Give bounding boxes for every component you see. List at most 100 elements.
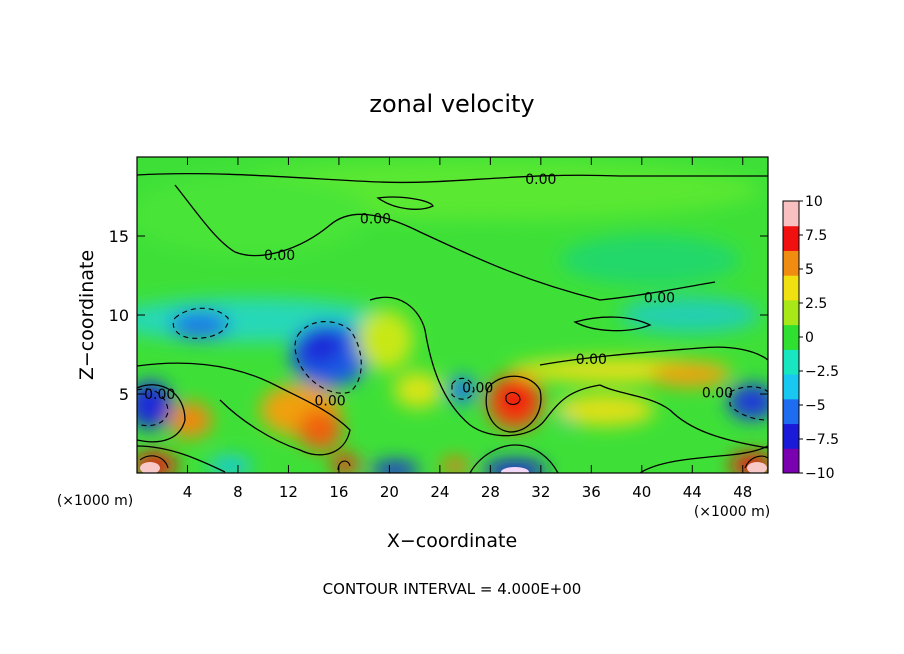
- contour-label: 0.00: [144, 387, 175, 403]
- x-tick-label: 8: [233, 483, 243, 501]
- x-tick-label: 48: [733, 483, 752, 501]
- x-unit-right: (×1000 m): [694, 504, 770, 520]
- field-layer: [137, 160, 768, 473]
- field-blob: [555, 394, 655, 426]
- field-blob: [137, 381, 172, 429]
- contour-line-negative: [294, 321, 362, 394]
- x-tick-label: 44: [683, 483, 702, 501]
- field-blob: [560, 235, 740, 285]
- contour-lines-inner: [139, 391, 768, 471]
- contour-line-negative: [172, 307, 229, 339]
- field-blob: [394, 372, 442, 408]
- x-axis: 4 8 12 16 20 24 28 32 36 40 44 48: [183, 157, 752, 501]
- contour-line-positive: [337, 460, 351, 471]
- colorbar-tick-label: −2.5: [805, 364, 839, 380]
- colorbar-tick-label: 0: [805, 330, 814, 346]
- field-blob: [747, 462, 767, 473]
- y-tick-label: 15: [109, 227, 129, 246]
- field-blob: [140, 462, 160, 473]
- colorbar-swatch: [783, 448, 799, 474]
- x-tick-label: 24: [430, 483, 449, 501]
- colorbar-swatch: [783, 299, 799, 326]
- contour-line: [639, 445, 768, 473]
- colorbar-swatch: [783, 374, 799, 400]
- contour-lines-dashed: [137, 307, 768, 427]
- field-blob: [650, 363, 730, 387]
- contour-line: [369, 296, 601, 437]
- field-blob: [168, 402, 212, 438]
- field-blob: [331, 454, 359, 473]
- colorbar-tick-label: 10: [805, 194, 823, 210]
- y-tick-label: 10: [109, 306, 129, 325]
- plot-area: [137, 157, 768, 473]
- field-blob: [620, 297, 760, 333]
- contour-label: 0.00: [315, 393, 346, 409]
- field-blob: [501, 467, 529, 473]
- colorbar-tick-label: 5: [805, 262, 814, 278]
- contour-labels: 0.00 0.00 0.00 0.00 0.00 0.00 0.00 0.00 0.00: [144, 172, 733, 409]
- contour-line-positive: [744, 455, 768, 469]
- field-blob: [499, 384, 531, 416]
- y-axis: 5 10 15: [109, 227, 768, 404]
- y-tick-label: 5: [119, 385, 129, 404]
- field-blob: [357, 310, 413, 370]
- field-blob: [371, 461, 419, 473]
- contour-line: [469, 444, 559, 473]
- colorbar-swatch: [783, 201, 799, 227]
- field-blob: [298, 325, 342, 365]
- contour-line: [137, 445, 226, 473]
- contour-line: [174, 184, 716, 301]
- chart-title: zonal velocity: [369, 90, 534, 118]
- colorbar-swatch: [783, 349, 799, 375]
- field-blob: [137, 175, 370, 255]
- field-blob: [728, 384, 768, 420]
- colorbar-tick-label: 7.5: [805, 228, 827, 244]
- x-tick-label: 4: [183, 483, 193, 501]
- contour-label: 0.00: [702, 385, 733, 401]
- contour-line: [137, 384, 186, 443]
- contour-line: [485, 375, 542, 433]
- x-tick-label: 32: [531, 483, 550, 501]
- field-blob: [483, 460, 547, 473]
- contour-line-positive: [505, 391, 521, 406]
- contour-line: [137, 172, 768, 184]
- contour-label: 0.00: [576, 352, 607, 368]
- contour-label: 0.00: [525, 172, 556, 188]
- contour-line: [573, 316, 652, 332]
- contour-label: 0.00: [462, 381, 493, 397]
- field-blob: [170, 311, 230, 339]
- contour-lines: [137, 172, 768, 473]
- colorbar-swatch: [783, 398, 799, 425]
- x-axis-label: X−coordinate: [387, 530, 517, 552]
- contour-label: 0.00: [264, 248, 295, 264]
- colorbar-tick-label: −5: [805, 398, 826, 414]
- colorbar-swatch: [783, 225, 799, 251]
- contour-label: 0.00: [360, 212, 391, 228]
- x-tick-label: 36: [582, 483, 601, 501]
- colorbar-tick-label: −10: [805, 466, 835, 482]
- colorbar-swatch: [783, 324, 799, 350]
- field-blob: [298, 410, 342, 450]
- colorbar-swatches: [783, 201, 799, 474]
- colorbar-swatch: [783, 423, 799, 449]
- contour-line-positive: [139, 455, 169, 469]
- x-tick-label: 16: [329, 483, 348, 501]
- y-axis-label: Z−coordinate: [76, 250, 98, 380]
- contour-label: 0.00: [644, 291, 675, 307]
- colorbar-ticks: 10 7.5 5 2.5 0 −2.5 −5 −7.5 −10: [799, 194, 839, 482]
- contour-line: [599, 384, 768, 449]
- colorbar-tick-label: −7.5: [805, 432, 839, 448]
- x-tick-label: 40: [632, 483, 651, 501]
- contour-interval-note: CONTOUR INTERVAL = 4.000E+00: [323, 580, 582, 598]
- colorbar: 10 7.5 5 2.5 0 −2.5 −5 −7.5 −10: [782, 194, 839, 482]
- field-blob: [441, 458, 469, 473]
- contour-line-negative: [451, 377, 475, 400]
- contour-line-negative: [729, 386, 768, 421]
- x-tick-label: 12: [279, 483, 298, 501]
- field-blob: [208, 457, 252, 473]
- colorbar-tick-label: 2.5: [805, 296, 827, 312]
- contour-line: [539, 346, 768, 366]
- x-tick-label: 20: [380, 483, 399, 501]
- contour-line: [137, 362, 351, 456]
